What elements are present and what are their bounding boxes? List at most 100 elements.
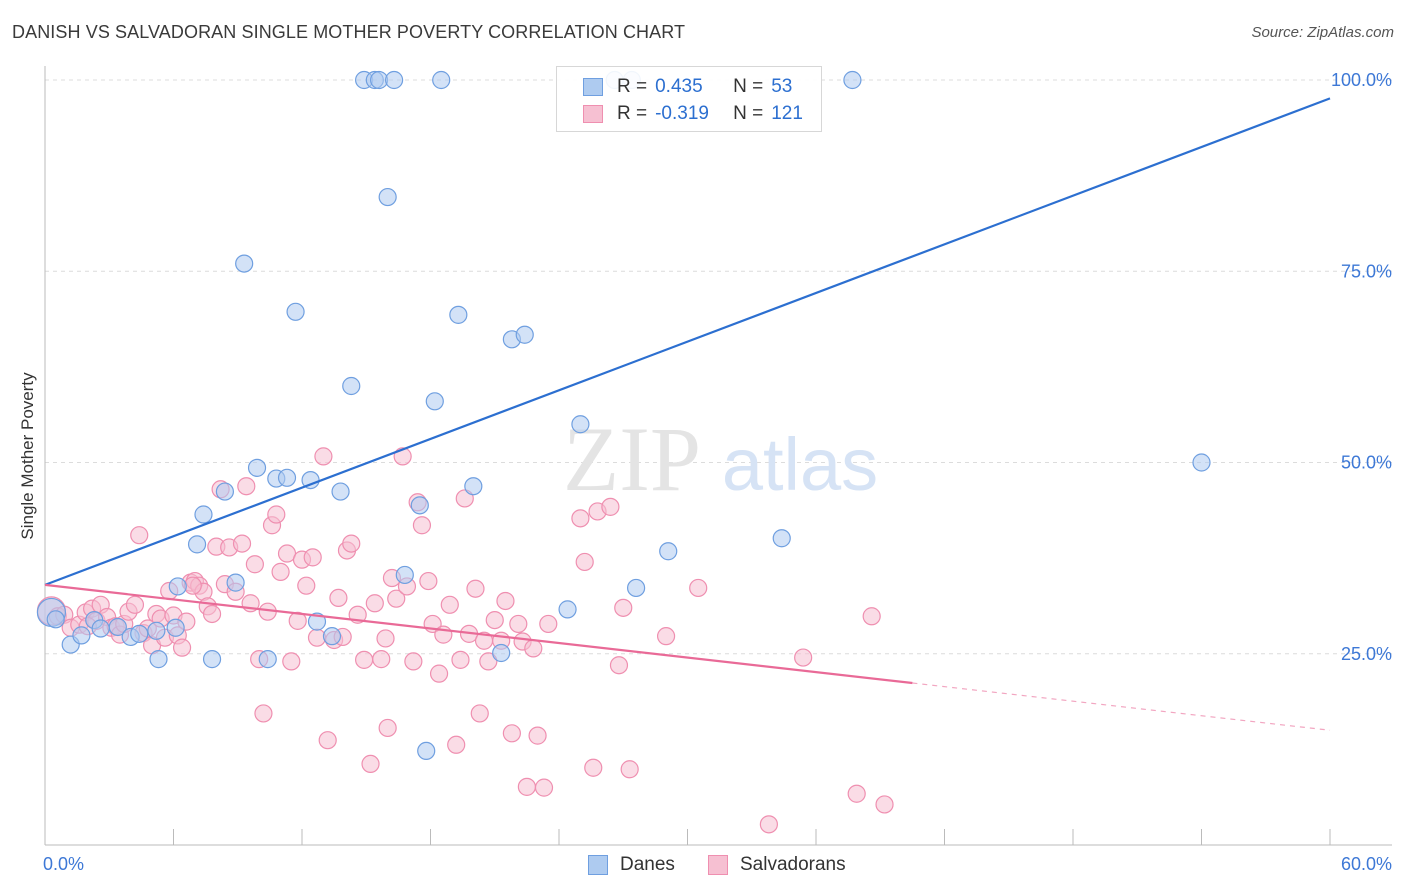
- danes-point: [130, 624, 149, 643]
- danes-swatch: [583, 78, 603, 96]
- salvadorans-point: [620, 760, 639, 779]
- danes-trend-line: [44, 97, 1331, 586]
- salvadorans-point: [172, 638, 192, 657]
- salvadorans-point: [307, 628, 327, 647]
- danes-point: [194, 505, 213, 524]
- salvadorans-point: [466, 579, 485, 598]
- salvadorans-point: [282, 652, 301, 671]
- salvadorans-point: [875, 795, 894, 814]
- r-label: R =: [617, 103, 648, 124]
- salvadorans-point: [314, 447, 333, 466]
- salvadorans-point: [267, 505, 286, 524]
- danes-point: [571, 415, 590, 434]
- salvadorans-point: [759, 815, 778, 834]
- salvadorans-point: [689, 578, 708, 598]
- salvadorans-point: [539, 614, 558, 634]
- salvadorans-point: [656, 627, 676, 646]
- danes-point: [235, 254, 254, 273]
- x-tick-label: 60.0%: [1341, 854, 1392, 874]
- salvadorans-swatch: [583, 105, 603, 123]
- salvadorans-point: [571, 509, 590, 528]
- y-tick-label: 25.0%: [1341, 644, 1392, 664]
- chart-title: DANISH VS SALVADORAN SINGLE MOTHER POVER…: [12, 22, 686, 42]
- salvadorans-point: [232, 534, 252, 553]
- danes-point: [277, 468, 297, 487]
- danes-point: [432, 70, 451, 90]
- danes-point: [843, 70, 862, 90]
- salvadorans-point: [412, 516, 432, 535]
- legend-row-salvadorans: R = -0.319 N = 121: [557, 100, 803, 128]
- y-tick-label: 100.0%: [1331, 70, 1392, 90]
- salvadorans-point: [528, 726, 547, 745]
- salvadorans-point: [847, 784, 866, 803]
- salvadorans-point: [502, 724, 521, 743]
- danes-point: [449, 305, 468, 324]
- salvadorans-point: [254, 704, 273, 723]
- danes-point: [247, 458, 267, 477]
- salvadorans-point: [517, 777, 536, 796]
- danes-point: [558, 600, 577, 619]
- salvadorans-point: [342, 534, 361, 553]
- n-label: N =: [733, 103, 764, 124]
- salvadorans-point: [440, 595, 459, 614]
- danes-point: [286, 302, 305, 321]
- n-label: N =: [733, 76, 764, 97]
- danes-point: [515, 325, 534, 344]
- salvadorans-trend-line: [44, 583, 913, 685]
- danes-point: [307, 612, 327, 631]
- salvadorans-point: [355, 650, 374, 669]
- correlation-legend: R = 0.435 N = 53 R = -0.319 N = 121: [556, 66, 822, 132]
- danes-point: [378, 187, 397, 207]
- n-value: 121: [771, 103, 803, 124]
- series-legend-danes[interactable]: Danes: [588, 852, 675, 878]
- danes-point: [202, 650, 222, 669]
- r-value: -0.319: [655, 103, 709, 124]
- salvadorans-point: [470, 704, 489, 723]
- danes-point: [226, 573, 245, 592]
- danes-point: [72, 626, 91, 645]
- danes-point: [626, 578, 646, 598]
- danes-point: [772, 529, 791, 548]
- danes-point: [492, 643, 511, 663]
- salvadorans-point: [534, 778, 554, 797]
- salvadorans-point: [575, 552, 594, 572]
- salvadorans-point: [485, 610, 504, 630]
- salvadorans-point: [271, 562, 290, 581]
- danes-point: [147, 621, 166, 640]
- danes-point: [425, 392, 444, 411]
- n-value: 53: [771, 76, 793, 97]
- danes-point: [168, 577, 187, 596]
- y-axis-label: Single Mother Poverty: [18, 372, 37, 540]
- danes-point: [46, 610, 65, 629]
- salvadorans-point: [584, 758, 603, 777]
- salvadorans-point: [297, 576, 316, 595]
- salvadorans-legend-swatch: [708, 855, 728, 875]
- danes-point: [1192, 453, 1211, 472]
- danes-point: [322, 627, 342, 646]
- danes-point: [166, 618, 185, 637]
- salvadorans-point: [451, 650, 470, 669]
- salvadorans-point: [376, 629, 395, 648]
- salvadorans-point: [125, 595, 145, 614]
- salvadorans-point: [479, 652, 498, 671]
- salvadorans-point: [288, 611, 307, 630]
- salvadorans-point: [318, 731, 337, 750]
- r-value: 0.435: [655, 76, 703, 97]
- danes-point: [108, 617, 127, 637]
- danes-points: [36, 70, 1211, 761]
- salvadorans-point: [303, 548, 322, 567]
- danes-point: [331, 482, 350, 501]
- danes-legend-swatch: [588, 855, 608, 875]
- danes-point: [215, 482, 234, 501]
- axes: [44, 66, 1392, 846]
- y-tick-label: 50.0%: [1341, 453, 1392, 473]
- salvadorans-point: [245, 555, 264, 574]
- x-tick-label: 0.0%: [43, 854, 84, 874]
- salvadorans-point: [609, 656, 629, 675]
- trend-lines: [44, 97, 1331, 731]
- salvadorans-point: [496, 591, 515, 611]
- source-label: Source: ZipAtlas.com: [1251, 24, 1394, 41]
- salvadorans-point: [429, 664, 449, 683]
- series-legend-salvadorans[interactable]: Salvadorans: [708, 852, 846, 878]
- salvadorans-point: [404, 652, 423, 671]
